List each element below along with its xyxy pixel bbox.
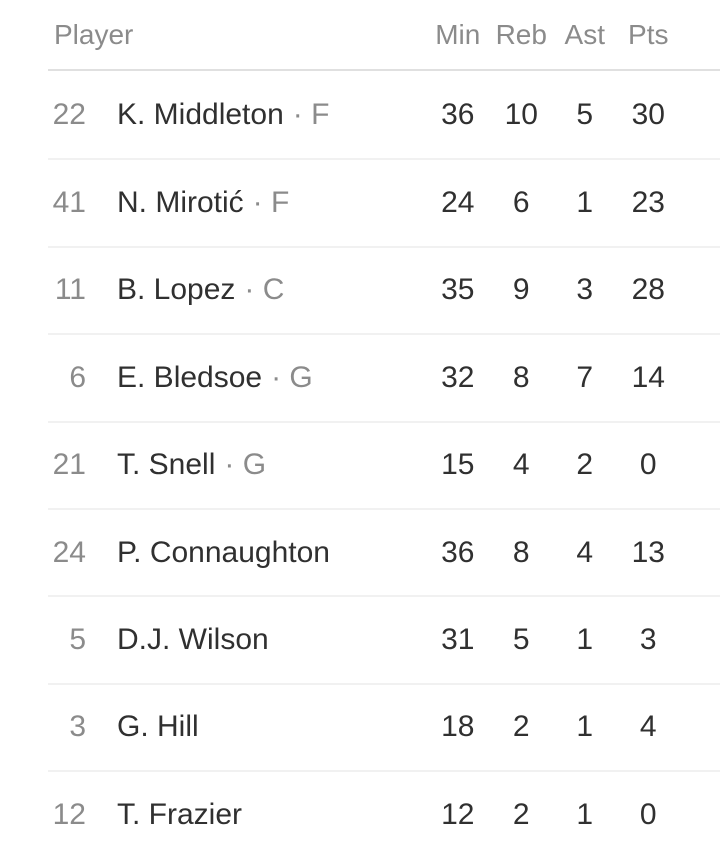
player-name-cell: B. Lopez · C bbox=[117, 273, 426, 307]
player-row[interactable]: 41 N. Mirotić · F 24 6 1 23 bbox=[48, 158, 720, 245]
player-name: D.J. Wilson bbox=[117, 623, 269, 657]
player-row[interactable]: 21 T. Snell · G 15 4 2 0 bbox=[48, 420, 720, 508]
stat-reb: 4 bbox=[512, 448, 530, 482]
stat-min: 36 bbox=[441, 97, 475, 131]
stat-ast: 2 bbox=[576, 448, 594, 482]
stat-pts: 14 bbox=[631, 360, 665, 394]
jersey-number: 24 bbox=[52, 535, 86, 569]
column-header-ast: Ast bbox=[564, 18, 605, 50]
stat-reb: 5 bbox=[512, 623, 530, 657]
stat-reb: 8 bbox=[512, 360, 530, 394]
player-row[interactable]: 24 P. Connaughton 36 8 4 13 bbox=[48, 507, 720, 595]
player-name: T. Frazier bbox=[117, 797, 243, 831]
player-position: · C bbox=[244, 273, 285, 307]
stat-min: 15 bbox=[441, 448, 475, 482]
player-row[interactable]: 11 B. Lopez · C 35 9 3 28 bbox=[48, 245, 720, 333]
stat-min: 31 bbox=[441, 623, 475, 657]
stat-pts: 3 bbox=[639, 623, 657, 657]
player-name: B. Lopez bbox=[117, 273, 236, 307]
stat-min: 35 bbox=[441, 273, 475, 307]
player-name: T. Snell bbox=[117, 448, 216, 482]
player-name: K. Middleton bbox=[117, 97, 284, 131]
player-position: · G bbox=[224, 448, 267, 482]
stat-ast: 3 bbox=[576, 273, 594, 307]
stat-reb: 8 bbox=[512, 535, 530, 569]
player-name-cell: E. Bledsoe · G bbox=[117, 361, 426, 395]
player-name: E. Bledsoe bbox=[117, 360, 263, 394]
player-row[interactable]: 6 E. Bledsoe · G 32 8 7 14 bbox=[48, 333, 720, 420]
jersey-number: 6 bbox=[69, 360, 86, 394]
stat-ast: 7 bbox=[576, 360, 594, 394]
player-position: · G bbox=[271, 360, 313, 394]
player-name-cell: P. Connaughton bbox=[117, 536, 426, 570]
stat-ast: 4 bbox=[576, 535, 594, 569]
stat-ast: 1 bbox=[576, 797, 594, 831]
player-position: · F bbox=[292, 97, 330, 131]
stat-pts: 13 bbox=[631, 535, 665, 569]
stat-pts: 28 bbox=[631, 273, 665, 307]
jersey-number: 21 bbox=[52, 448, 86, 482]
column-header-reb: Reb bbox=[495, 18, 547, 50]
stat-ast: 1 bbox=[576, 623, 594, 657]
player-row[interactable]: 12 T. Frazier 12 2 1 0 bbox=[48, 770, 720, 857]
player-name: P. Connaughton bbox=[117, 535, 330, 569]
player-name-cell: K. Middleton · F bbox=[117, 98, 426, 132]
player-row[interactable]: 3 G. Hill 18 2 1 4 bbox=[48, 682, 720, 770]
jersey-number: 11 bbox=[54, 273, 86, 307]
jersey-number: 41 bbox=[52, 186, 86, 220]
stat-reb: 2 bbox=[512, 797, 530, 831]
stat-min: 18 bbox=[441, 710, 475, 744]
stat-ast: 1 bbox=[576, 186, 594, 220]
player-name-cell: N. Mirotić · F bbox=[117, 186, 426, 220]
stat-pts: 30 bbox=[631, 97, 665, 131]
player-name-cell: T. Snell · G bbox=[117, 448, 426, 482]
column-header-min: Min bbox=[435, 18, 481, 50]
jersey-number: 22 bbox=[52, 97, 86, 131]
stat-min: 12 bbox=[441, 797, 475, 831]
jersey-number: 5 bbox=[69, 623, 86, 657]
jersey-number: 12 bbox=[52, 797, 86, 831]
stat-pts: 4 bbox=[639, 710, 657, 744]
stat-ast: 5 bbox=[576, 97, 594, 131]
stat-reb: 2 bbox=[512, 710, 530, 744]
stat-min: 36 bbox=[441, 535, 475, 569]
stat-ast: 1 bbox=[576, 710, 594, 744]
jersey-number: 3 bbox=[69, 710, 86, 744]
stat-reb: 9 bbox=[512, 273, 530, 307]
stat-reb: 6 bbox=[512, 186, 530, 220]
stat-min: 32 bbox=[441, 360, 475, 394]
stat-min: 24 bbox=[441, 186, 475, 220]
stat-pts: 0 bbox=[639, 448, 657, 482]
stat-pts: 0 bbox=[639, 797, 657, 831]
player-row[interactable]: 5 D.J. Wilson 31 5 1 3 bbox=[48, 595, 720, 682]
column-header-player: Player bbox=[54, 18, 134, 50]
player-name: G. Hill bbox=[117, 710, 199, 744]
player-row[interactable]: 22 K. Middleton · F 36 10 5 30 bbox=[48, 71, 720, 158]
player-position: · F bbox=[252, 186, 290, 220]
table-header: Player Min Reb Ast Pts bbox=[48, 0, 720, 71]
stat-pts: 23 bbox=[631, 186, 665, 220]
player-name-cell: T. Frazier bbox=[117, 798, 426, 832]
stat-reb: 10 bbox=[504, 97, 538, 131]
column-header-pts: Pts bbox=[628, 18, 669, 50]
player-rows: 22 K. Middleton · F 36 10 5 30 41 N. Miro… bbox=[0, 71, 720, 858]
player-name-cell: G. Hill bbox=[117, 710, 426, 744]
player-name: N. Mirotić bbox=[117, 186, 244, 220]
player-name-cell: D.J. Wilson bbox=[117, 623, 426, 657]
